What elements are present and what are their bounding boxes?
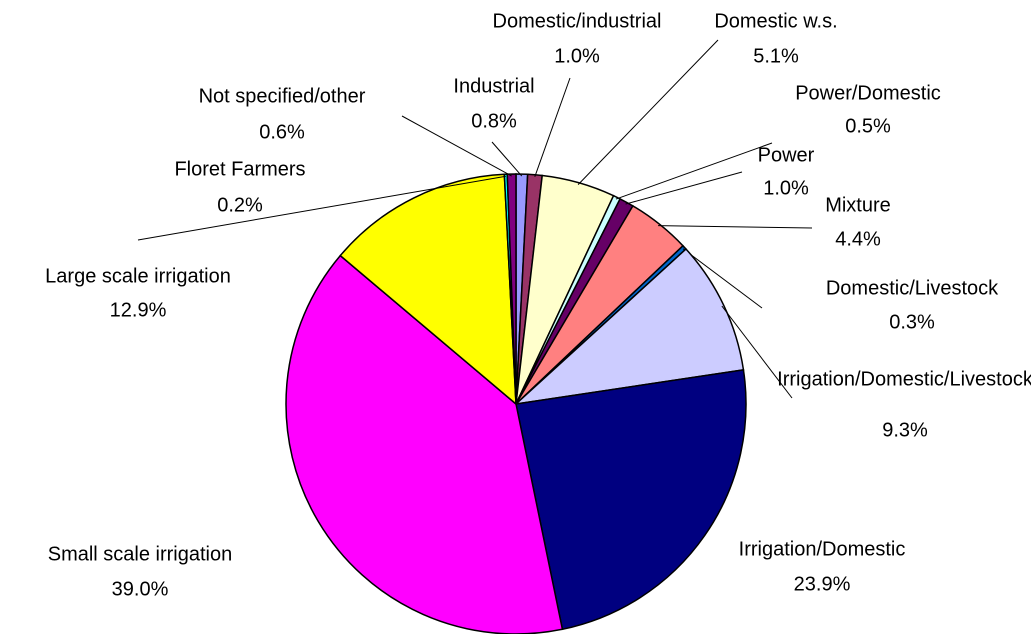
slice-label: Domestic w.s. <box>714 10 837 32</box>
slice-value-label: 0.6% <box>259 121 305 143</box>
slice-label: Floret Farmers <box>174 158 305 180</box>
slice-label: Small scale irrigation <box>48 543 233 565</box>
slice-value-label: 12.9% <box>110 299 167 321</box>
slice-value-label: 39.0% <box>112 578 169 600</box>
leader-line <box>401 115 512 177</box>
leader-line <box>721 305 793 399</box>
leader-line <box>491 141 523 177</box>
leader-line <box>682 248 763 309</box>
leader-line <box>658 225 813 229</box>
pie-slice <box>515 368 747 631</box>
leader-line <box>137 175 506 241</box>
slice-value-label: 1.0% <box>554 45 600 67</box>
slice-label: Power/Domestic <box>795 82 941 104</box>
slice-label: Large scale irrigation <box>45 265 231 287</box>
slice-value-label: 4.4% <box>835 228 881 250</box>
pie-slice <box>513 247 745 406</box>
slice-value-label: 1.0% <box>763 177 809 199</box>
leader-line <box>615 142 773 200</box>
slice-label: Not specified/other <box>199 85 366 107</box>
slice-label: Irrigation/Domestic/Livestock <box>777 368 1031 390</box>
pie-slice <box>339 173 517 406</box>
slice-value-label: 0.2% <box>217 194 263 216</box>
slice-value-label: 0.3% <box>889 311 935 333</box>
pie-slice <box>285 254 564 634</box>
slice-value-label: 9.3% <box>882 419 928 441</box>
leader-line <box>534 77 571 177</box>
slice-label: Irrigation/Domestic <box>739 538 906 560</box>
leader-line <box>625 171 743 205</box>
slice-value-label: 0.8% <box>471 110 517 132</box>
slice-label: Domestic/industrial <box>493 10 662 32</box>
slice-value-label: 5.1% <box>753 45 799 67</box>
slice-label: Power <box>758 144 815 166</box>
slice-value-label: 23.9% <box>794 573 851 595</box>
leader-line <box>577 39 719 185</box>
slice-label: Mixture <box>825 194 891 216</box>
slice-value-label: 0.5% <box>845 115 891 137</box>
slice-label: Domestic/Livestock <box>826 277 999 299</box>
slice-label: Industrial <box>453 75 534 97</box>
